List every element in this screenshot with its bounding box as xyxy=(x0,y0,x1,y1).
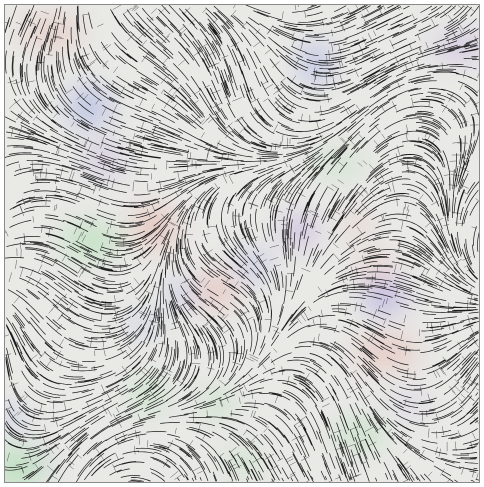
flow-texture-image xyxy=(4,4,480,483)
color-glow xyxy=(285,216,313,246)
color-glow xyxy=(199,395,234,413)
color-glow xyxy=(336,425,385,444)
color-glow xyxy=(391,399,426,412)
streamline-layer xyxy=(4,4,480,483)
color-glow xyxy=(172,282,193,306)
cross-hatch-strokes xyxy=(4,4,480,483)
color-glow xyxy=(68,87,110,127)
color-glow xyxy=(61,226,119,256)
streamline-strokes xyxy=(4,4,480,483)
color-glow xyxy=(356,338,417,367)
color-glow xyxy=(359,259,393,278)
texture-border xyxy=(4,4,480,483)
color-glow xyxy=(307,153,367,174)
